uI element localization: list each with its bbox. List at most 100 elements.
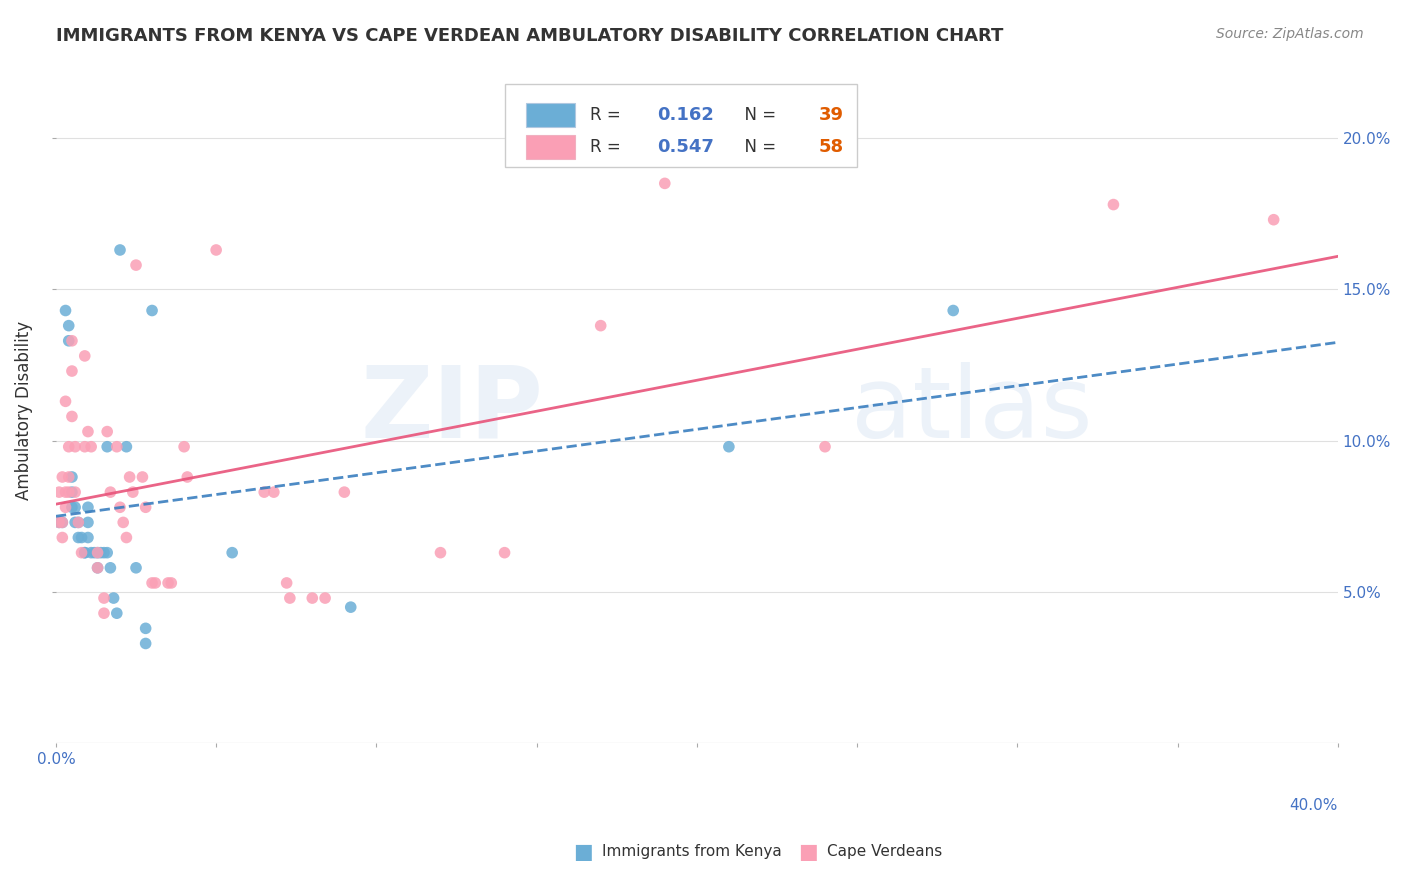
FancyBboxPatch shape xyxy=(526,103,575,128)
Point xyxy=(70,531,93,545)
Point xyxy=(121,485,143,500)
Point xyxy=(58,485,80,500)
Point xyxy=(73,546,96,560)
Point xyxy=(93,591,115,605)
Point xyxy=(105,606,128,620)
Point xyxy=(103,591,125,605)
Point xyxy=(55,303,77,318)
Point xyxy=(48,516,70,530)
Point xyxy=(429,546,451,560)
FancyBboxPatch shape xyxy=(505,84,858,168)
Point xyxy=(96,546,118,560)
Text: ■: ■ xyxy=(799,842,818,862)
Point xyxy=(100,561,122,575)
Text: ZIP: ZIP xyxy=(360,362,543,458)
Point xyxy=(63,516,86,530)
Text: 39: 39 xyxy=(818,106,844,124)
Point xyxy=(63,440,86,454)
Point xyxy=(55,485,77,500)
Point xyxy=(135,500,157,515)
Point xyxy=(717,440,740,454)
Point xyxy=(125,258,148,272)
Point xyxy=(67,531,90,545)
Text: 40.0%: 40.0% xyxy=(1289,797,1337,813)
Point xyxy=(141,576,163,591)
Point xyxy=(90,546,112,560)
Point xyxy=(86,546,108,560)
Text: Source: ZipAtlas.com: Source: ZipAtlas.com xyxy=(1216,27,1364,41)
Point xyxy=(63,485,86,500)
Point xyxy=(108,243,131,257)
Point xyxy=(51,531,73,545)
Point xyxy=(263,485,285,500)
Point xyxy=(112,516,135,530)
Point xyxy=(96,425,118,439)
Point xyxy=(494,546,516,560)
Point xyxy=(77,500,100,515)
Text: atlas: atlas xyxy=(851,362,1092,458)
Point xyxy=(58,470,80,484)
Point xyxy=(135,636,157,650)
Point xyxy=(80,440,103,454)
Point xyxy=(77,516,100,530)
Point xyxy=(100,485,122,500)
Point xyxy=(60,334,83,348)
Point xyxy=(176,470,198,484)
Point xyxy=(115,440,138,454)
Point xyxy=(55,394,77,409)
Point xyxy=(278,591,301,605)
Point xyxy=(73,349,96,363)
Point xyxy=(589,318,612,333)
Text: IMMIGRANTS FROM KENYA VS CAPE VERDEAN AMBULATORY DISABILITY CORRELATION CHART: IMMIGRANTS FROM KENYA VS CAPE VERDEAN AM… xyxy=(56,27,1004,45)
Text: N =: N = xyxy=(734,138,782,156)
Point xyxy=(86,561,108,575)
Point xyxy=(51,470,73,484)
Point xyxy=(80,546,103,560)
Point xyxy=(48,516,70,530)
Point xyxy=(276,576,298,591)
Point xyxy=(58,440,80,454)
FancyBboxPatch shape xyxy=(526,136,575,160)
Point xyxy=(115,531,138,545)
Point xyxy=(814,440,837,454)
Point xyxy=(160,576,183,591)
Text: R =: R = xyxy=(591,138,627,156)
Point xyxy=(173,440,195,454)
Point xyxy=(86,546,108,560)
Point xyxy=(67,516,90,530)
Point xyxy=(141,303,163,318)
Text: R =: R = xyxy=(591,106,627,124)
Point xyxy=(55,500,77,515)
Point xyxy=(51,516,73,530)
Point xyxy=(60,500,83,515)
Point xyxy=(339,600,361,615)
Point xyxy=(73,546,96,560)
Point xyxy=(314,591,336,605)
Point xyxy=(143,576,166,591)
Point xyxy=(108,500,131,515)
Point xyxy=(253,485,276,500)
Point xyxy=(77,425,100,439)
Point xyxy=(60,470,83,484)
Point xyxy=(118,470,141,484)
Point xyxy=(60,409,83,424)
Text: 0.162: 0.162 xyxy=(657,106,714,124)
Point xyxy=(96,440,118,454)
Point xyxy=(105,440,128,454)
Point xyxy=(48,485,70,500)
Point xyxy=(205,243,228,257)
Text: Cape Verdeans: Cape Verdeans xyxy=(827,845,942,859)
Y-axis label: Ambulatory Disability: Ambulatory Disability xyxy=(15,321,32,500)
Point xyxy=(70,546,93,560)
Text: 58: 58 xyxy=(818,138,844,156)
Point xyxy=(86,561,108,575)
Point xyxy=(93,546,115,560)
Point xyxy=(58,318,80,333)
Point xyxy=(157,576,180,591)
Point xyxy=(73,440,96,454)
Point xyxy=(221,546,243,560)
Point xyxy=(1263,212,1285,227)
Point xyxy=(60,485,83,500)
Point xyxy=(77,531,100,545)
Point xyxy=(51,516,73,530)
